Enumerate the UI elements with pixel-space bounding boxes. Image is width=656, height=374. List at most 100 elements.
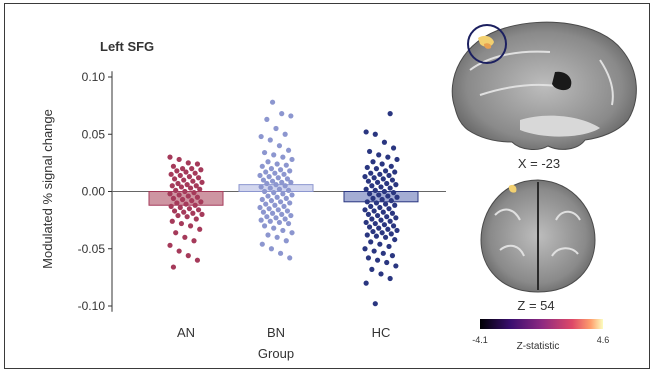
data-point — [381, 222, 388, 228]
data-point — [382, 201, 389, 207]
data-point — [368, 170, 374, 176]
data-point — [185, 160, 191, 166]
data-point — [369, 183, 375, 189]
data-point — [385, 193, 391, 199]
data-point — [370, 159, 376, 165]
data-point — [272, 170, 278, 176]
data-point — [378, 271, 384, 277]
data-point — [281, 171, 287, 177]
data-point — [386, 206, 392, 212]
data-point — [382, 234, 389, 240]
data-point — [171, 176, 178, 182]
data-point — [388, 198, 394, 204]
data-point — [169, 218, 175, 224]
y-tick-label: 0.10 — [82, 70, 106, 84]
axial-coordinate-label: Z = 54 — [517, 298, 554, 313]
data-point — [366, 191, 373, 197]
data-point — [259, 163, 265, 169]
data-point — [282, 216, 288, 222]
data-point — [368, 239, 374, 245]
data-point — [263, 169, 269, 175]
data-point — [173, 187, 179, 193]
data-point — [287, 255, 293, 261]
data-point — [368, 203, 374, 209]
data-point — [387, 111, 393, 117]
data-point — [394, 156, 400, 163]
data-point — [288, 113, 294, 119]
data-point — [177, 204, 183, 211]
data-point — [277, 199, 284, 205]
data-point — [272, 202, 278, 208]
data-point — [169, 183, 175, 189]
data-point — [369, 266, 375, 272]
data-point — [276, 143, 283, 149]
data-point — [389, 177, 396, 183]
data-point — [371, 175, 377, 181]
data-point — [183, 201, 189, 207]
data-point — [376, 192, 382, 198]
data-point — [274, 234, 280, 240]
data-point — [385, 154, 391, 160]
data-point — [283, 195, 289, 201]
data-point — [258, 217, 264, 223]
data-point — [175, 212, 181, 219]
data-point — [258, 133, 264, 140]
data-point — [197, 226, 203, 232]
data-point — [267, 185, 273, 191]
data-point — [394, 194, 400, 200]
data-point — [378, 184, 384, 190]
data-point — [285, 187, 292, 193]
data-point — [189, 166, 195, 172]
data-point — [191, 190, 197, 196]
axial-brain-image — [480, 179, 596, 293]
data-point — [190, 178, 196, 184]
data-point — [273, 125, 279, 132]
data-point — [365, 255, 372, 261]
data-point — [170, 264, 177, 270]
data-point — [264, 180, 270, 187]
data-point — [385, 226, 391, 232]
data-point — [372, 187, 378, 193]
data-point — [170, 163, 177, 169]
data-point — [281, 203, 287, 209]
data-point — [378, 217, 384, 223]
data-point — [386, 243, 392, 250]
data-point — [269, 210, 276, 216]
data-point — [266, 206, 272, 212]
data-point — [282, 131, 288, 137]
data-point — [177, 172, 183, 179]
data-point — [268, 198, 275, 204]
data-point — [280, 154, 286, 160]
data-point — [192, 170, 198, 176]
data-point — [261, 149, 268, 156]
data-point — [194, 161, 201, 167]
figure-frame — [4, 3, 650, 369]
data-point — [170, 195, 177, 201]
data-point — [289, 230, 295, 236]
data-point — [258, 184, 264, 190]
data-point — [175, 180, 181, 187]
data-point — [167, 242, 173, 248]
data-point — [387, 275, 393, 282]
data-point — [384, 214, 390, 220]
data-point — [279, 179, 285, 185]
data-point — [379, 230, 385, 236]
data-point — [388, 231, 394, 237]
data-point — [178, 220, 185, 227]
data-point — [380, 250, 386, 256]
y-tick-label: -0.10 — [78, 299, 106, 313]
data-point — [386, 172, 392, 179]
data-point — [264, 116, 270, 122]
data-point — [279, 211, 285, 217]
data-point — [392, 202, 398, 208]
data-point — [186, 206, 193, 212]
data-point — [372, 301, 378, 307]
data-point — [366, 148, 373, 155]
data-point — [195, 175, 202, 181]
data-point — [263, 201, 269, 207]
data-point — [376, 152, 382, 158]
data-point — [364, 199, 370, 205]
data-point — [390, 223, 397, 229]
data-point — [376, 225, 382, 231]
data-point — [363, 219, 369, 226]
